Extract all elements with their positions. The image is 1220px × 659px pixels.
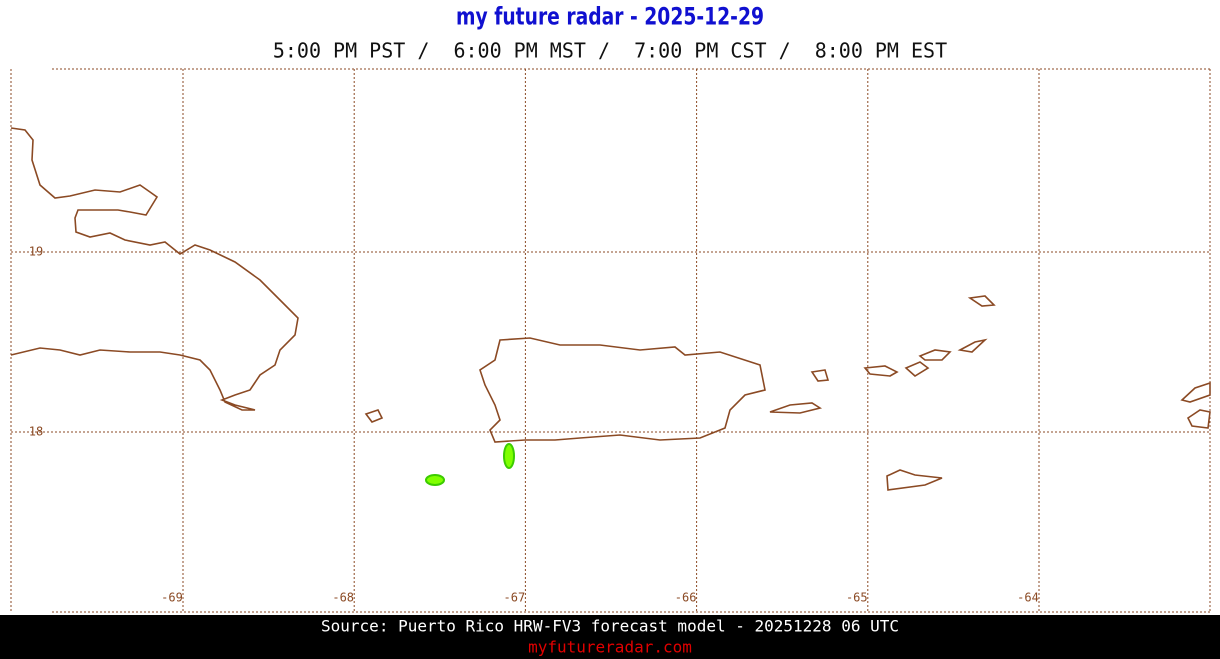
anegada	[967, 295, 996, 307]
lon-label: -67	[504, 591, 526, 605]
grid	[10, 68, 1211, 613]
title: my future radar - 2025-12-29	[456, 4, 764, 32]
st-croix	[886, 469, 943, 491]
coastlines	[10, 127, 1211, 491]
st-thomas	[863, 365, 899, 377]
source-text: Source: Puerto Rico HRW-FV3 forecast mod…	[321, 617, 899, 636]
lat-label: 18	[29, 425, 43, 439]
vieques	[769, 402, 823, 414]
lon-label: -68	[332, 591, 354, 605]
lat-label: 19	[29, 245, 43, 259]
lon-label: -65	[846, 591, 868, 605]
tortola	[918, 349, 952, 361]
site-link[interactable]: myfutureradar.com	[528, 638, 692, 657]
footer-bar	[0, 615, 1220, 659]
puerto-rico	[479, 337, 766, 443]
radar-echo	[503, 443, 515, 469]
culebra	[810, 369, 830, 382]
st-john	[904, 361, 930, 377]
virgin-gorda	[957, 338, 988, 353]
mona-island	[364, 409, 384, 423]
lesser-antilles	[1180, 381, 1211, 429]
time-line: 5:00 PM PST / 6:00 PM MST / 7:00 PM CST …	[273, 39, 947, 63]
lon-label: -66	[675, 591, 697, 605]
radar-echo	[425, 474, 445, 486]
lon-label: -69	[161, 591, 183, 605]
hispaniola	[10, 127, 299, 411]
lon-label: -64	[1017, 591, 1039, 605]
